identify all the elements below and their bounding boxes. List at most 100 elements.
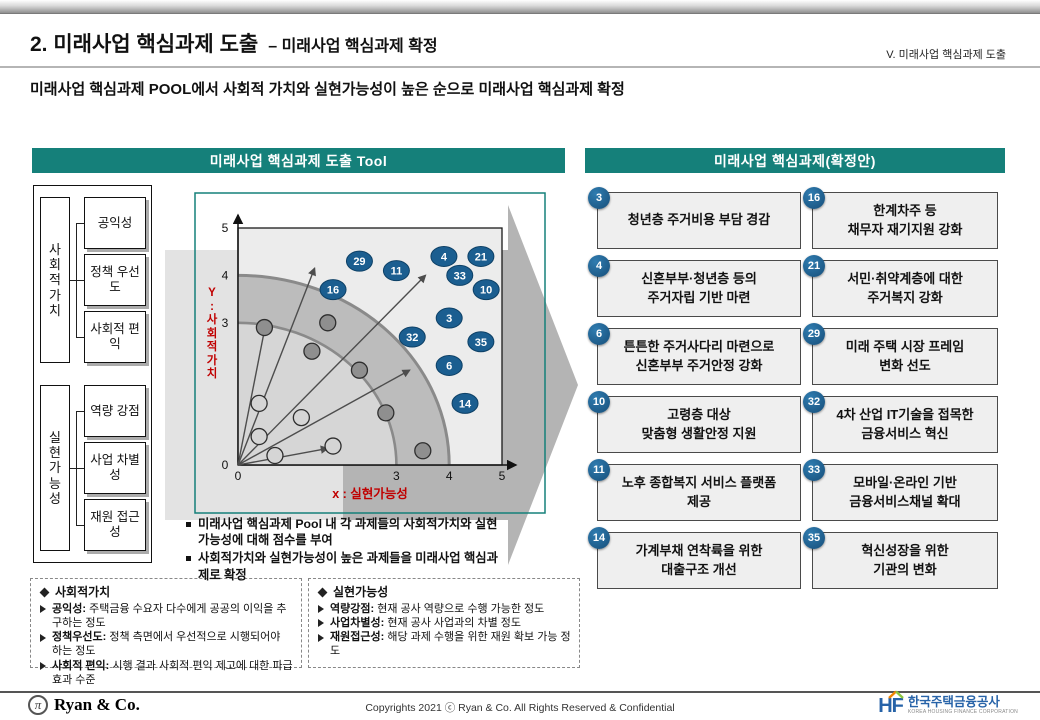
arrow-bullet-icon (318, 633, 324, 642)
pi-logo-icon: π (28, 695, 48, 715)
footnote-title-text: 사회적가치 (55, 585, 111, 599)
tool-panel-header: 미래사업 핵심과제 도출 Tool (32, 148, 565, 173)
hf-name-english: KOREA HOUSING FINANCE CORPORATION (907, 709, 1018, 716)
task-item: 6 튼튼한 주거사다리 마련으로 신혼부부 주거안정 강화 (588, 323, 801, 385)
svg-text:0: 0 (235, 469, 242, 483)
task-text: 미래 주택 시장 프레임 변화 선도 (845, 339, 965, 373)
company-name: Ryan & Co. (54, 695, 140, 714)
task-item: 10 고령층 대상 맞춤형 생활안정 지원 (588, 391, 801, 453)
task-number-badge: 35 (803, 527, 825, 549)
footer-divider (0, 691, 1040, 693)
svg-text:5: 5 (499, 469, 506, 483)
task-text: 한계차주 등 채무자 재기지원 강화 (847, 203, 963, 237)
svg-text:0: 0 (222, 458, 229, 472)
task-number-badge: 21 (803, 255, 825, 277)
result-task-grid: 3 청년층 주거비용 부담 경감 16 한계차주 등 채무자 재기지원 강화 4… (585, 187, 1005, 589)
task-text: 튼튼한 주거사다리 마련으로 신혼부부 주거안정 강화 (623, 339, 775, 373)
page-title-sub: – 미래사업 핵심과제 확정 (268, 38, 438, 55)
tool-bullet-list: 미래사업 핵심과제 Pool 내 각 과제들의 사회적가치와 실현가능성에 대해… (185, 516, 507, 585)
task-number-badge: 6 (588, 323, 610, 345)
y-axis-label: Y : 사 회 적 가 치 (206, 287, 218, 381)
task-item: 14 가계부채 연착륙을 위한 대출구조 개선 (588, 527, 801, 589)
company-logo: π Ryan & Co. (28, 695, 140, 715)
task-text: 청년층 주거비용 부담 경감 (627, 212, 771, 228)
factor-box: 정책 우선도 (84, 254, 146, 306)
chart-frame (194, 192, 546, 514)
task-item: 4 신혼부부·청년층 등의 주거자립 기반 마련 (588, 255, 801, 317)
task-text: 모바일·온라인 기반 금융서비스채널 확대 (849, 475, 961, 509)
factor-group-feasibility: 실 현 가 능 성 역량 강점 사업 차별성 재원 접근성 (40, 385, 151, 551)
scatter-chart: 0 3 4 5 0 3 4 5 16 29 11 4 21 33 10 3 32 35 6 14 (165, 188, 585, 580)
title-divider (0, 66, 1040, 68)
footnote-title: 사회적가치 (39, 585, 293, 601)
svg-text:11: 11 (391, 266, 403, 278)
footnote-feasibility: 실현가능성 역량강점: 현재 공사 역량으로 수행 가능한 정도 사업차별성: … (308, 578, 580, 668)
task-text: 신혼부부·청년층 등의 주거자립 기반 마련 (641, 271, 757, 305)
svg-text:32: 32 (406, 332, 418, 344)
hf-name-korean: 한국주택금융공사 (907, 695, 1000, 710)
factor-box: 사업 차별성 (84, 442, 146, 494)
svg-text:21: 21 (475, 251, 487, 263)
factor-box: 사회적 편익 (84, 311, 146, 363)
page-subtitle: 미래사업 핵심과제 POOL에서 사회적 가치와 실현가능성이 높은 순으로 미… (30, 81, 625, 98)
factor-group-label-text: 사 회 적 가 치 (49, 241, 61, 318)
svg-text:4: 4 (446, 469, 453, 483)
connector-lines (70, 385, 84, 551)
footnote-line: 재원접근성: 해당 과제 수행을 위한 재원 확보 가능 정도 (317, 630, 571, 659)
footnote-title: 실현가능성 (317, 585, 571, 601)
task-text: 가계부채 연착륙을 위한 대출구조 개선 (635, 543, 763, 577)
task-number-badge: 10 (588, 391, 610, 413)
task-text: 고령층 대상 맞춤형 생활안정 지원 (641, 407, 757, 441)
footnote-line: 사업차별성: 현재 공사 사업과의 차별 정도 (317, 616, 571, 630)
chart-dynamic-content: 0 3 4 5 0 3 4 5 16 29 11 4 21 33 10 3 32 35 6 14 (222, 221, 506, 483)
svg-text:14: 14 (459, 398, 472, 410)
hf-logo-mark: HF (878, 690, 905, 716)
footnote-line: 역량강점: 현재 공사 역량으로 수행 가능한 정도 (317, 602, 571, 616)
task-number-badge: 33 (803, 459, 825, 481)
inner-arc-region (238, 322, 397, 465)
task-item: 35 혁신성장을 위한 기관의 변화 (803, 527, 998, 589)
factor-group-social-value: 사 회 적 가 치 공익성 정책 우선도 사회적 편익 (40, 197, 151, 363)
task-item: 11 노후 종합복지 서비스 플랫폼 제공 (588, 459, 801, 521)
hf-roof-icon (888, 690, 905, 699)
svg-text:29: 29 (353, 256, 365, 268)
arrow-bullet-icon (40, 633, 46, 642)
arrow-bullet-icon (318, 605, 324, 614)
connector-lines (70, 197, 84, 363)
task-text: 혁신성장을 위한 기관의 변화 (861, 543, 949, 577)
task-item: 33 모바일·온라인 기반 금융서비스채널 확대 (803, 459, 998, 521)
factor-box: 재원 접근성 (84, 499, 146, 551)
page-title-main: 2. 미래사업 핵심과제 도출 (30, 33, 259, 56)
factor-diagram: 사 회 적 가 치 공익성 정책 우선도 사회적 편익 실 현 가 능 성 역량… (33, 185, 152, 563)
task-number-badge: 29 (803, 323, 825, 345)
svg-text:4: 4 (222, 268, 229, 282)
page-title: 2. 미래사업 핵심과제 도출 – 미래사업 핵심과제 확정 (30, 28, 438, 58)
svg-text:35: 35 (475, 337, 487, 349)
svg-text:33: 33 (454, 270, 466, 282)
arrow-bullet-icon (40, 605, 46, 614)
x-axis-label: x : 실현가능성 (332, 487, 408, 501)
bullet-item: 사회적가치와 실현가능성이 높은 과제들을 미래사업 핵심과제로 확정 (185, 550, 507, 582)
task-number-badge: 11 (588, 459, 610, 481)
task-item: 16 한계차주 등 채무자 재기지원 강화 (803, 187, 998, 249)
result-panel-header: 미래사업 핵심과제(확정안) (585, 148, 1005, 173)
factor-group-label: 사 회 적 가 치 (40, 197, 70, 363)
task-text: 서민·취약계층에 대한 주거복지 강화 (847, 271, 963, 305)
arrow-bullet-icon (318, 619, 324, 628)
arrow-bullet-icon (40, 662, 46, 671)
section-reference: V. 미래사업 핵심과제 도출 (886, 49, 1006, 61)
svg-text:6: 6 (446, 360, 452, 372)
task-item: 21 서민·취약계층에 대한 주거복지 강화 (803, 255, 998, 317)
svg-text:5: 5 (222, 221, 229, 235)
copyright-text: Copyrights 2021 ⓒ Ryan & Co. All Rights … (365, 702, 675, 714)
diamond-bullet-icon (39, 587, 50, 598)
task-item: 3 청년층 주거비용 부담 경감 (588, 187, 801, 249)
task-text: 4차 산업 IT기술을 접목한 금융서비스 혁신 (836, 407, 974, 441)
footer: π Ryan & Co. Copyrights 2021 ⓒ Ryan & Co… (0, 690, 1040, 720)
scatter-chart-svg: 0 3 4 5 0 3 4 5 16 29 11 4 21 33 10 3 32 35 6 14 (165, 192, 578, 565)
diamond-bullet-icon (317, 587, 328, 598)
svg-text:4: 4 (441, 251, 448, 263)
footnote-social-value: 사회적가치 공익성: 주택금융 수요자 다수에게 공공의 이익을 추구하는 정도… (30, 578, 302, 686)
task-number-badge: 14 (588, 527, 610, 549)
task-text: 노후 종합복지 서비스 플랫폼 제공 (621, 475, 777, 509)
